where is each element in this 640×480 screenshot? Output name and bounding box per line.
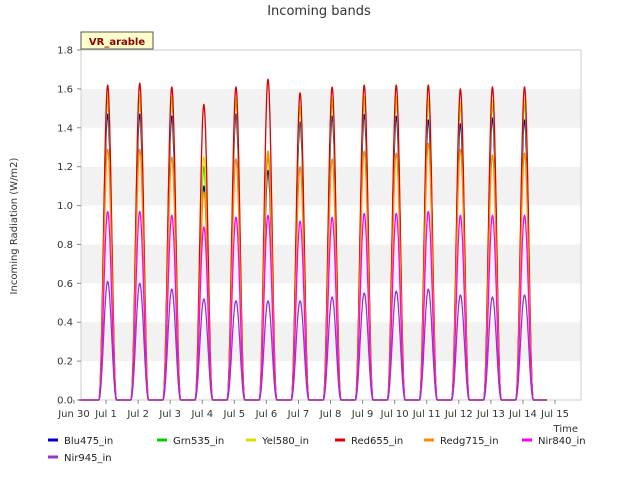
- x-tick-label: Jul 10: [380, 409, 409, 420]
- chart-title: Incoming bands: [267, 4, 371, 19]
- x-tick-label: Jul 6: [255, 409, 278, 420]
- x-axis-ticks: Jun 30 Jul 1 Jul 2 Jul 3 Jul 4 Jul 5 Jul 6 Jul …: [57, 400, 569, 420]
- y-tick-label: 1.4: [57, 123, 73, 134]
- x-tick-label: Jul 11: [412, 409, 441, 420]
- x-tick-label: Jul 2: [126, 409, 149, 420]
- legend-label: Yel580_in: [261, 436, 309, 447]
- x-tick-label: Jul 5: [223, 409, 246, 420]
- legend-label: Red655_in: [351, 436, 403, 447]
- x-tick-label: Jun 30: [57, 409, 90, 420]
- x-tick-label: Jul 3: [158, 409, 181, 420]
- legend-label: Nir840_in: [538, 436, 586, 447]
- x-tick-label: Jul 13: [476, 409, 505, 420]
- y-tick-label: 0.8: [57, 240, 73, 251]
- x-tick-label: Jul 1: [94, 409, 117, 420]
- legend-label: Blu475_in: [64, 436, 113, 447]
- grid-band: [81, 361, 581, 400]
- x-tick-label: Jul 8: [319, 409, 342, 420]
- y-tick-label: 1.6: [57, 84, 73, 95]
- y-axis-label: Incoming Radiation (W/m2): [9, 157, 20, 294]
- y-tick-label: 0.0: [57, 396, 73, 407]
- x-tick-label: Jul 14: [508, 409, 537, 420]
- legend: Blu475_in Grn535_in Yel580_in Red655_in Redg…: [48, 436, 586, 464]
- y-tick-label: 0.4: [57, 318, 73, 329]
- series-line-nir945-in: [78, 280, 548, 401]
- x-axis-label: Time: [553, 424, 578, 435]
- x-tick-label: Jul 9: [351, 409, 374, 420]
- x-tick-label: Jul 7: [287, 409, 310, 420]
- legend-label: Grn535_in: [173, 436, 224, 447]
- grid-band: [81, 322, 581, 362]
- grid-band: [81, 50, 581, 89]
- x-tick-label: Jul 4: [190, 409, 213, 420]
- y-tick-label: 1.0: [57, 201, 73, 212]
- legend-label: Redg715_in: [440, 436, 499, 447]
- legend-label: Nir945_in: [64, 453, 112, 464]
- grid-band: [81, 244, 581, 284]
- y-tick-label: 1.2: [57, 162, 73, 173]
- series-lines: [78, 78, 548, 401]
- y-tick-label: 1.8: [57, 46, 73, 57]
- y-tick-label: 0.2: [57, 357, 73, 368]
- x-tick-label: Jul 12: [444, 409, 473, 420]
- y-tick-label: 0.6: [57, 279, 73, 290]
- x-tick-label: Jul 15: [540, 409, 569, 420]
- site-badge: VR_arable: [80, 31, 154, 50]
- y-axis-ticks: 0.0 0.2 0.4 0.6 0.8 1.0 1.2 1.4 1.6 1.8: [57, 46, 81, 407]
- site-badge-text: VR_arable: [89, 37, 145, 48]
